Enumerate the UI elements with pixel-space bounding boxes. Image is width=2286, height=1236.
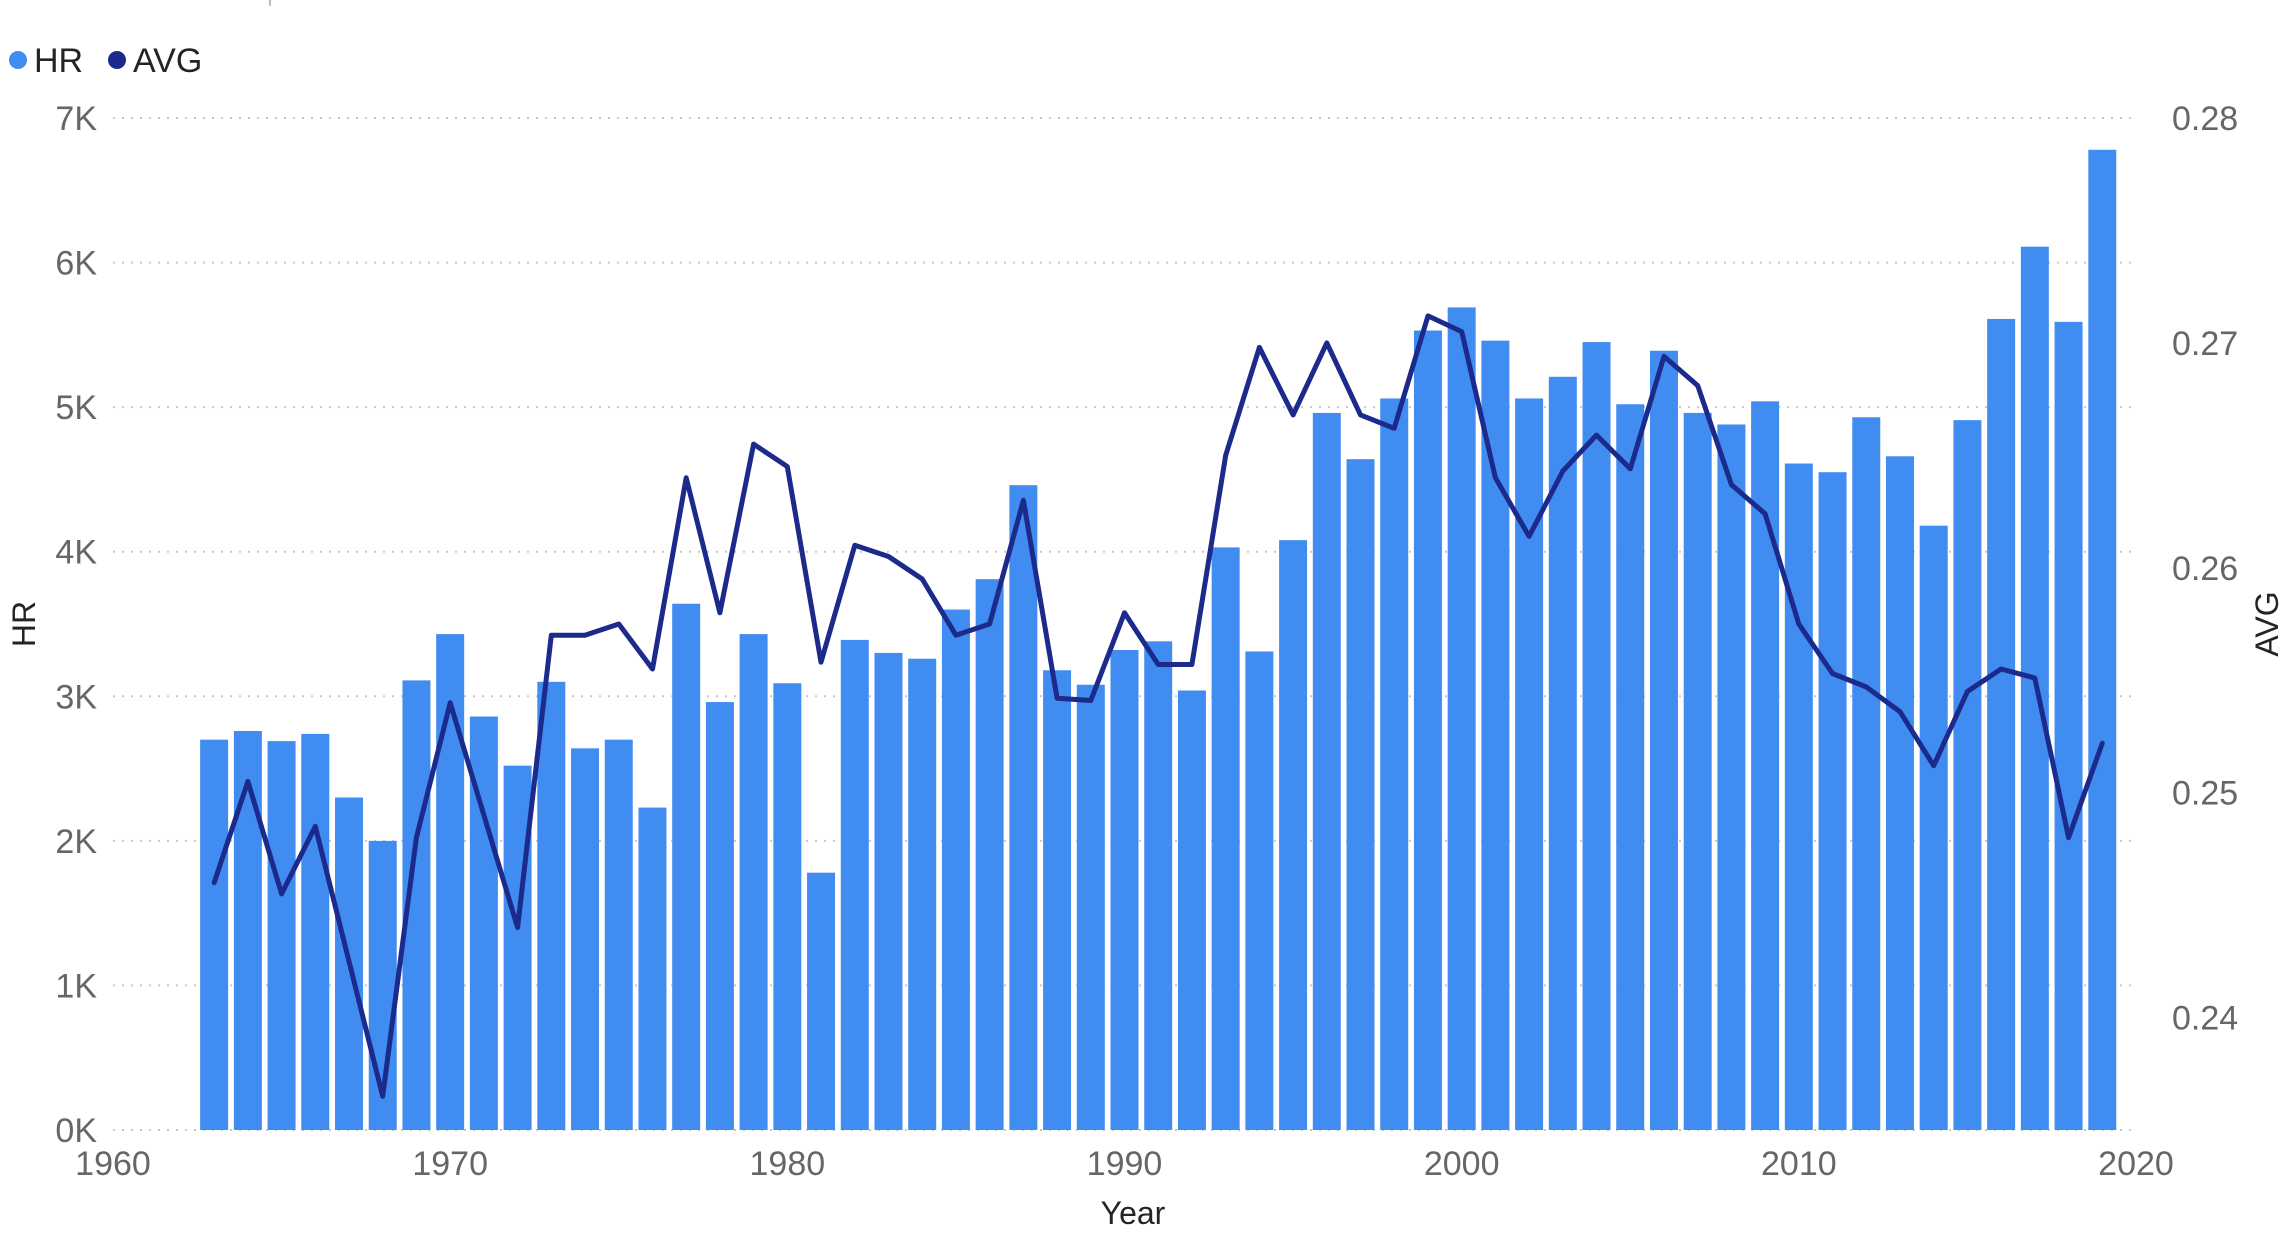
hr-bar — [1885, 456, 1914, 1131]
hr-bar — [1380, 398, 1409, 1130]
hr-bar — [436, 634, 465, 1130]
x-tick-label: 1980 — [750, 1145, 826, 1183]
hr-bar — [1447, 307, 1476, 1131]
hr-bar — [1211, 547, 1240, 1130]
hr-bar — [1683, 412, 1712, 1130]
right-axis-title: AVG — [2249, 591, 2285, 656]
hr-bar — [1043, 670, 1072, 1130]
y2-tick-label: 0.25 — [2172, 775, 2238, 813]
hr-bar — [1481, 340, 1510, 1130]
x-tick-label: 2000 — [1424, 1145, 1500, 1183]
hr-bar — [233, 730, 262, 1130]
hr-bar — [773, 683, 802, 1130]
hr-bar — [1279, 540, 1308, 1130]
hr-bar — [638, 807, 667, 1130]
hr-bar — [1953, 420, 1982, 1130]
hr-bar — [1110, 650, 1139, 1130]
y2-tick-label: 0.27 — [2172, 325, 2238, 363]
hr-bar — [1818, 472, 1847, 1130]
hr-bar — [807, 872, 836, 1130]
hr-bar — [705, 702, 734, 1130]
hr-bar — [2088, 149, 2117, 1130]
hr-bars — [200, 149, 2117, 1131]
hr-bar — [1751, 401, 1780, 1130]
hr-bar — [1144, 641, 1173, 1130]
hr-bar — [1582, 342, 1611, 1131]
hr-bar — [503, 765, 532, 1130]
hr-bar — [1548, 376, 1577, 1131]
y2-tick-label: 0.26 — [2172, 550, 2238, 588]
x-tick-label: 2010 — [1761, 1145, 1837, 1183]
x-axis-title: Year — [1101, 1195, 1166, 1231]
hr-bar — [908, 658, 937, 1130]
hr-bar — [1784, 463, 1813, 1130]
y-tick-label: 2K — [55, 823, 97, 861]
hr-bar — [1852, 417, 1881, 1131]
x-tick-label: 2020 — [2098, 1145, 2174, 1183]
left-axis-ticks: 0K 1K 2K 3K 4K 5K 6K 7K — [55, 100, 97, 1150]
y-tick-label: 7K — [55, 100, 97, 138]
right-axis-ticks: 0.24 0.25 0.26 0.27 0.28 — [2172, 100, 2238, 1038]
hr-bar — [1717, 424, 1746, 1130]
hr-bar — [571, 748, 600, 1130]
hr-bar — [874, 652, 903, 1130]
hr-bar — [537, 681, 566, 1130]
hr-bar — [604, 739, 633, 1130]
x-tick-label: 1960 — [75, 1145, 151, 1183]
hr-bar — [1245, 651, 1274, 1130]
y-tick-label: 5K — [55, 389, 97, 427]
hr-bar — [1009, 485, 1038, 1130]
x-tick-label: 1970 — [412, 1145, 488, 1183]
hr-bar — [1413, 330, 1442, 1130]
hr-bar — [1312, 412, 1341, 1130]
legend-marker-avg — [108, 51, 126, 69]
hr-bar — [200, 739, 229, 1130]
y2-tick-label: 0.28 — [2172, 100, 2238, 138]
hr-bar — [1515, 398, 1544, 1130]
hr-bar — [1616, 404, 1645, 1130]
x-axis-ticks: 1960 1970 1980 1990 2000 2010 2020 — [75, 1145, 2174, 1183]
avg-line-layer — [211, 313, 2105, 1099]
avg-line — [211, 313, 2105, 1099]
hr-bar — [1076, 684, 1105, 1130]
hr-bar — [301, 733, 330, 1130]
hr-bar — [1649, 350, 1678, 1130]
hr-bar — [941, 609, 970, 1130]
hr-bar — [672, 603, 701, 1130]
x-tick-label: 1990 — [1087, 1145, 1163, 1183]
left-axis-title: HR — [6, 601, 42, 647]
hr-bar — [1987, 318, 2016, 1130]
y2-tick-label: 0.24 — [2172, 1000, 2238, 1038]
legend-label-avg: AVG — [133, 42, 202, 80]
hr-bar — [739, 634, 768, 1130]
hr-bar — [1177, 690, 1206, 1130]
y-tick-label: 4K — [55, 534, 97, 572]
hr-bar — [1919, 525, 1948, 1130]
legend-label-hr: HR — [34, 42, 83, 80]
legend[interactable]: HR AVG — [9, 42, 202, 80]
y-tick-label: 0K — [55, 1112, 97, 1150]
y-tick-label: 6K — [55, 245, 97, 283]
legend-marker-hr — [9, 51, 27, 69]
hr-bar — [975, 579, 1004, 1130]
hr-bar — [1346, 459, 1375, 1130]
y-tick-label: 1K — [55, 967, 97, 1005]
hr-bar — [840, 639, 869, 1130]
hr-bar — [267, 741, 296, 1130]
y-tick-label: 3K — [55, 678, 97, 716]
hr-bar — [2054, 321, 2083, 1130]
